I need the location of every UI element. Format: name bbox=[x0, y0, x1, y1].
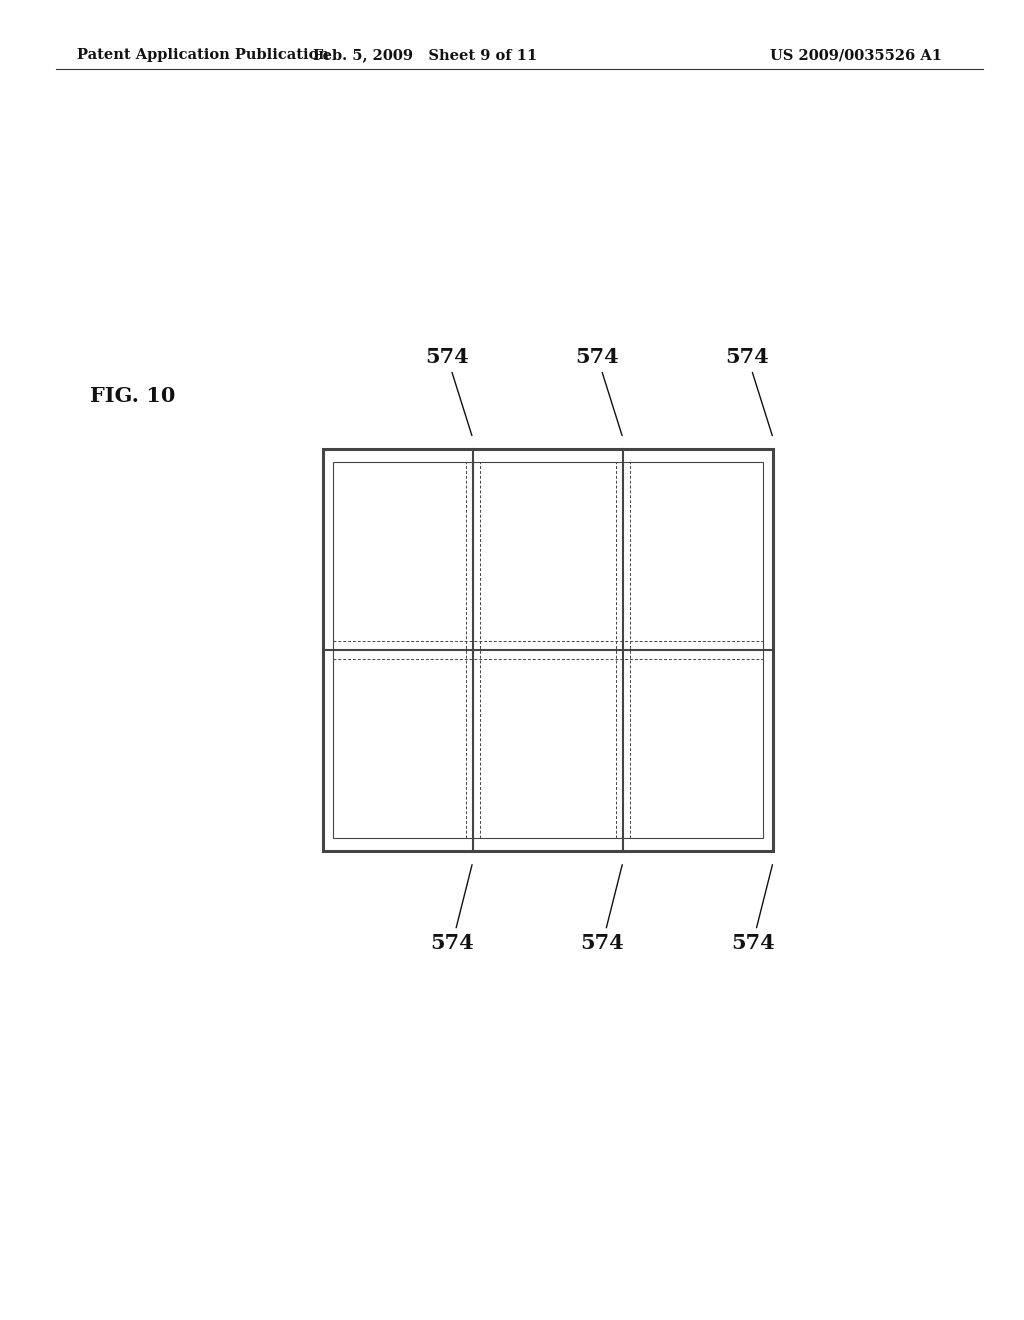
Text: Feb. 5, 2009   Sheet 9 of 11: Feb. 5, 2009 Sheet 9 of 11 bbox=[313, 49, 537, 62]
Text: 574: 574 bbox=[731, 865, 774, 953]
Text: 574: 574 bbox=[726, 347, 772, 436]
Text: FIG. 10: FIG. 10 bbox=[90, 385, 175, 407]
Text: 574: 574 bbox=[430, 865, 474, 953]
Text: 574: 574 bbox=[581, 865, 625, 953]
Text: Patent Application Publication: Patent Application Publication bbox=[77, 49, 329, 62]
Bar bbox=[333, 462, 763, 838]
Text: US 2009/0035526 A1: US 2009/0035526 A1 bbox=[770, 49, 942, 62]
Text: 574: 574 bbox=[575, 347, 623, 436]
Bar bbox=[323, 449, 773, 851]
Text: 574: 574 bbox=[425, 347, 472, 436]
